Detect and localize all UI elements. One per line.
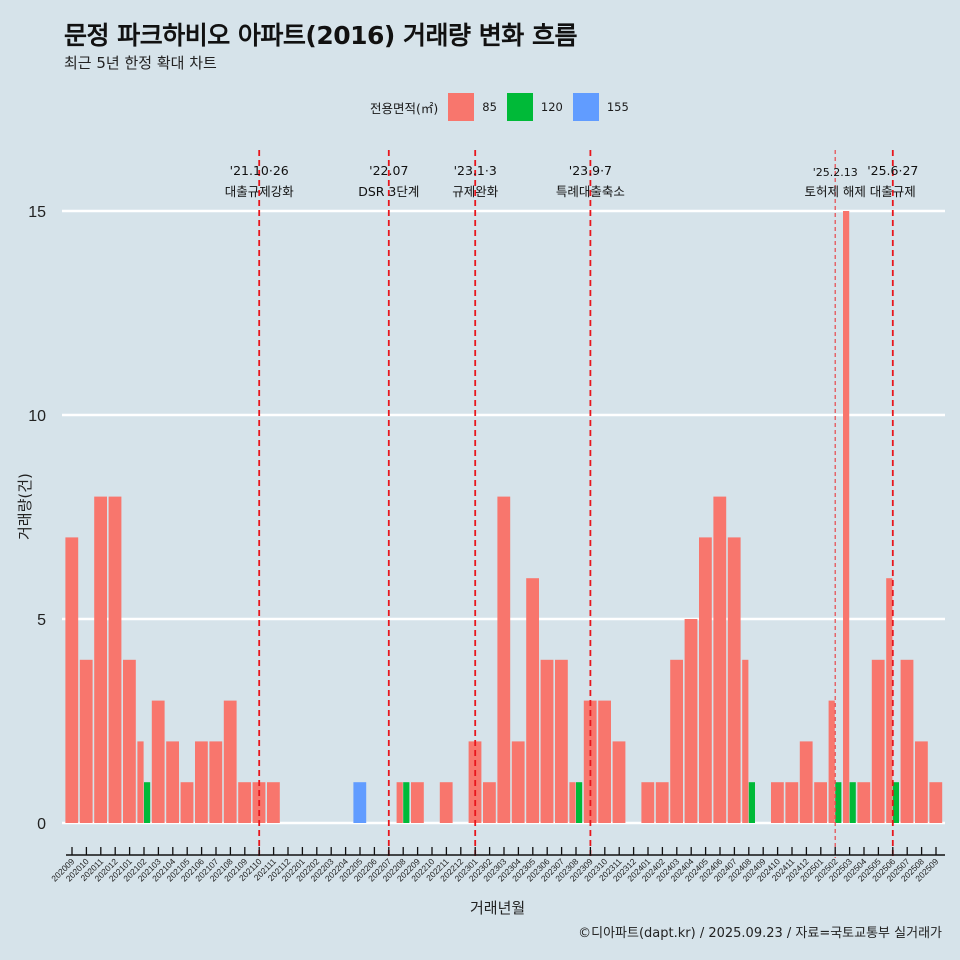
bar-202505-85 (871, 659, 885, 823)
bar-202106-85 (195, 741, 208, 823)
bar-202407-85 (727, 537, 741, 823)
bar-202410-85 (771, 782, 784, 823)
bar-202104-85 (166, 741, 179, 823)
bar-202406-85 (713, 496, 727, 823)
bar-202208-85 (396, 782, 403, 823)
bar-202502-85 (828, 700, 835, 823)
bar-202205-155 (353, 782, 367, 823)
annotation-label: 특례대출축소 (556, 184, 625, 199)
bar-202308-85 (569, 782, 576, 823)
bar-202411-85 (785, 782, 799, 823)
chart-subtitle: 최근 5년 한정 확대 차트 (64, 54, 217, 72)
bar-202102-120 (144, 782, 151, 823)
legend-key-155 (572, 93, 599, 121)
annotation-label: 대출규제 (870, 184, 916, 199)
annotation-labels: '21.10·26 대출규제강화 '22.07 DSR 3단계 '23.1·3 규제완화 '… (225, 163, 919, 199)
bar-202311-85 (612, 741, 626, 823)
bar-202501-85 (814, 782, 827, 823)
bar-202105-85 (180, 782, 194, 823)
bar-202012-85 (108, 496, 122, 823)
bar-202102-85 (137, 741, 144, 823)
bar-202401-85 (641, 782, 655, 823)
bar-202101-85 (123, 659, 136, 823)
bar-202108-85 (223, 700, 237, 823)
bar-202302-85 (483, 782, 496, 823)
bar-202208-120 (403, 782, 410, 823)
annotation-date: '22.07 (369, 163, 408, 178)
bar-202109-85 (238, 782, 251, 823)
footer-credit: ©디아파트(dapt.kr) / 2025.09.23 / 자료=국토교통부 실… (578, 926, 942, 941)
x-axis: 2020092020102020112020122021012021022021… (49, 847, 945, 883)
legend: 전용면적(㎡) 85 120 155 (370, 92, 639, 122)
annotation-date: '25.2.13 (813, 166, 858, 179)
x-axis-label: 거래년월 (470, 899, 526, 917)
bar-202509-85 (929, 782, 943, 823)
legend-key-120 (506, 93, 533, 121)
bar-202503-120 (849, 782, 856, 823)
y-tick-label: 5 (37, 612, 46, 629)
bar-202508-85 (915, 741, 928, 823)
bar-202209-85 (411, 782, 424, 823)
bar-202010-85 (79, 659, 93, 823)
bar-202011-85 (94, 496, 107, 823)
bar-202506-120 (892, 782, 899, 823)
legend-key-85 (448, 93, 475, 121)
annotation-lines (258, 150, 894, 858)
annotation-label: 규제완화 (452, 184, 499, 199)
y-tick-label: 15 (28, 204, 46, 221)
chart-title: 문정 파크하비오 아파트(2016) 거래량 변화 흐름 (64, 21, 577, 50)
bar-202304-85 (511, 741, 525, 823)
bar-202507-85 (900, 659, 914, 823)
bar-202403-85 (670, 659, 683, 823)
annotation-date: '23.1·3 (454, 163, 497, 178)
bars (65, 211, 943, 823)
bar-202412-85 (799, 741, 813, 823)
bar-202504-85 (857, 782, 871, 823)
bar-202408-85 (742, 659, 749, 823)
bar-202405-85 (699, 537, 712, 823)
bar-202503-85 (843, 211, 850, 823)
bar-202107-85 (209, 741, 223, 823)
bar-202308-120 (576, 782, 583, 823)
legend-label-155: 155 (606, 100, 629, 114)
bar-202303-85 (497, 496, 511, 823)
annotation-label: DSR 3단계 (358, 184, 419, 199)
bar-202310-85 (598, 700, 611, 823)
annotation-label: 토허제 해제 (804, 184, 865, 199)
bar-202404-85 (684, 619, 698, 823)
y-axis-ticks: 0 5 10 15 (28, 204, 46, 833)
bar-202306-85 (540, 659, 554, 823)
bar-202502-120 (835, 782, 842, 823)
annotation-date: '23.9·7 (569, 163, 612, 178)
bar-202211-85 (439, 782, 453, 823)
legend-title: 전용면적(㎡) (370, 100, 439, 116)
y-tick-label: 10 (28, 408, 46, 425)
bar-202506-85 (886, 578, 893, 823)
legend-label-85: 85 (482, 100, 497, 114)
bar-202305-85 (526, 578, 539, 823)
annotation-date: '25.6·27 (867, 163, 918, 178)
bar-202103-85 (151, 700, 165, 823)
bar-202408-120 (748, 782, 755, 823)
bar-202307-85 (555, 659, 568, 823)
bar-202111-85 (267, 782, 280, 823)
legend-label-120: 120 (540, 100, 563, 114)
annotation-date: '21.10·26 (230, 163, 289, 178)
bar-202402-85 (655, 782, 669, 823)
bar-202009-85 (65, 537, 79, 823)
y-tick-label: 0 (37, 816, 46, 833)
y-axis-label: 거래량(건) (16, 473, 34, 540)
annotation-label: 대출규제강화 (225, 184, 295, 199)
